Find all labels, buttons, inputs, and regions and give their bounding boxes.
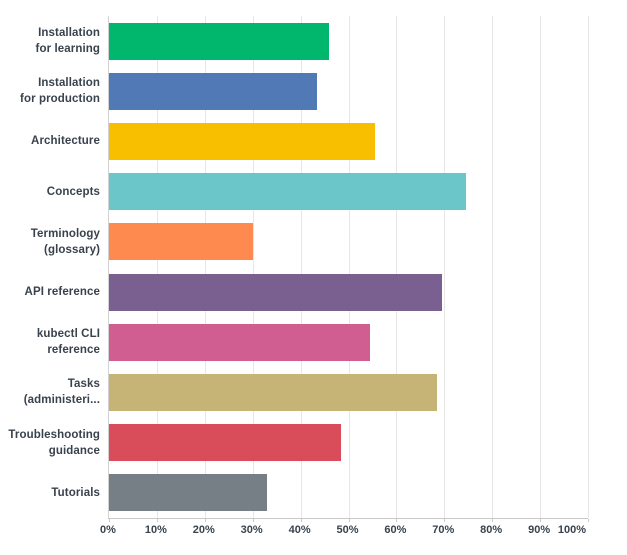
bar-row bbox=[109, 66, 588, 116]
category-label: API reference bbox=[0, 267, 100, 317]
category-label: Terminology (glossary) bbox=[0, 217, 100, 267]
bar bbox=[109, 122, 375, 160]
bar-row bbox=[109, 317, 588, 367]
gridline bbox=[540, 16, 542, 518]
category-label: Tutorials bbox=[0, 468, 100, 518]
bar-row bbox=[109, 217, 588, 267]
axis-tick bbox=[492, 519, 494, 522]
axis-tick bbox=[540, 519, 542, 522]
x-tick-label: 90% bbox=[528, 524, 551, 536]
category-label-line: guidance bbox=[48, 444, 100, 457]
category-labels-column: Installation for learning Installation for … bbox=[0, 16, 100, 518]
category-label: Installation for production bbox=[0, 66, 100, 116]
gridline bbox=[300, 16, 302, 518]
x-tick-label: 50% bbox=[336, 524, 359, 536]
category-label-line: Tasks bbox=[67, 378, 100, 391]
bar-row bbox=[109, 468, 588, 518]
bar bbox=[109, 22, 330, 60]
category-label: Concepts bbox=[0, 167, 100, 217]
gridline bbox=[396, 16, 398, 518]
category-label-line: Architecture bbox=[31, 135, 100, 148]
bar-row bbox=[109, 367, 588, 417]
x-tick-label: 30% bbox=[240, 524, 263, 536]
bar-row bbox=[109, 418, 588, 468]
axis-tick bbox=[348, 519, 350, 522]
category-label-line: API reference bbox=[24, 286, 100, 299]
category-label-line: for production bbox=[20, 93, 100, 106]
bar-row bbox=[109, 16, 588, 66]
bar bbox=[109, 323, 371, 361]
gridline bbox=[348, 16, 350, 518]
category-label: Tasks (administeri... bbox=[0, 367, 100, 417]
category-label-line: Installation bbox=[38, 77, 100, 90]
category-label: kubectl CLI reference bbox=[0, 317, 100, 367]
axis-tick bbox=[444, 519, 446, 522]
category-label: Architecture bbox=[0, 116, 100, 166]
bar-row bbox=[109, 167, 588, 217]
bar-row bbox=[109, 116, 588, 166]
axis-tick bbox=[156, 519, 158, 522]
category-label-line: reference bbox=[47, 344, 100, 357]
axis-tick bbox=[204, 519, 206, 522]
x-tick-label: 60% bbox=[384, 524, 407, 536]
bar bbox=[109, 173, 466, 211]
category-label-line: kubectl CLI bbox=[36, 328, 100, 341]
axis-tick bbox=[300, 519, 302, 522]
x-tick-label: 20% bbox=[192, 524, 215, 536]
gridline bbox=[444, 16, 446, 518]
axis-tick bbox=[396, 519, 398, 522]
x-tick-label: 100% bbox=[557, 524, 586, 536]
bar bbox=[109, 424, 342, 462]
gridline bbox=[156, 16, 158, 518]
category-label-line: Installation bbox=[38, 27, 100, 40]
x-tick-label: 40% bbox=[288, 524, 311, 536]
category-label: Installation for learning bbox=[0, 16, 100, 66]
x-tick-label: 70% bbox=[432, 524, 455, 536]
axis-tick bbox=[109, 519, 110, 522]
x-tick-label: 10% bbox=[144, 524, 167, 536]
category-label-line: Terminology bbox=[30, 227, 100, 240]
gridline bbox=[252, 16, 254, 518]
axis-tick bbox=[588, 519, 589, 522]
bar bbox=[109, 273, 442, 311]
bar bbox=[109, 72, 318, 110]
bar-row bbox=[109, 267, 588, 317]
category-label: Troubleshooting guidance bbox=[0, 418, 100, 468]
gridline bbox=[588, 16, 589, 518]
category-label-line: for learning bbox=[35, 43, 100, 56]
category-label-line: Troubleshooting bbox=[8, 428, 100, 441]
gridline bbox=[492, 16, 494, 518]
x-axis: 0% 10% 20% 30% 40% 50% 60% 70% 80% 90% 100% bbox=[100, 524, 587, 544]
bar bbox=[109, 474, 268, 512]
bar bbox=[109, 373, 438, 411]
bar bbox=[109, 223, 253, 261]
category-label-line: (administeri... bbox=[23, 394, 100, 407]
gridline bbox=[204, 16, 206, 518]
x-tick-label: 80% bbox=[480, 524, 503, 536]
category-label-line: Tutorials bbox=[51, 486, 100, 499]
axis-tick bbox=[252, 519, 254, 522]
category-label-line: (glossary) bbox=[44, 243, 100, 256]
plot-area bbox=[108, 16, 589, 522]
category-label-line: Concepts bbox=[46, 185, 100, 198]
x-tick-label: 0% bbox=[100, 524, 116, 536]
